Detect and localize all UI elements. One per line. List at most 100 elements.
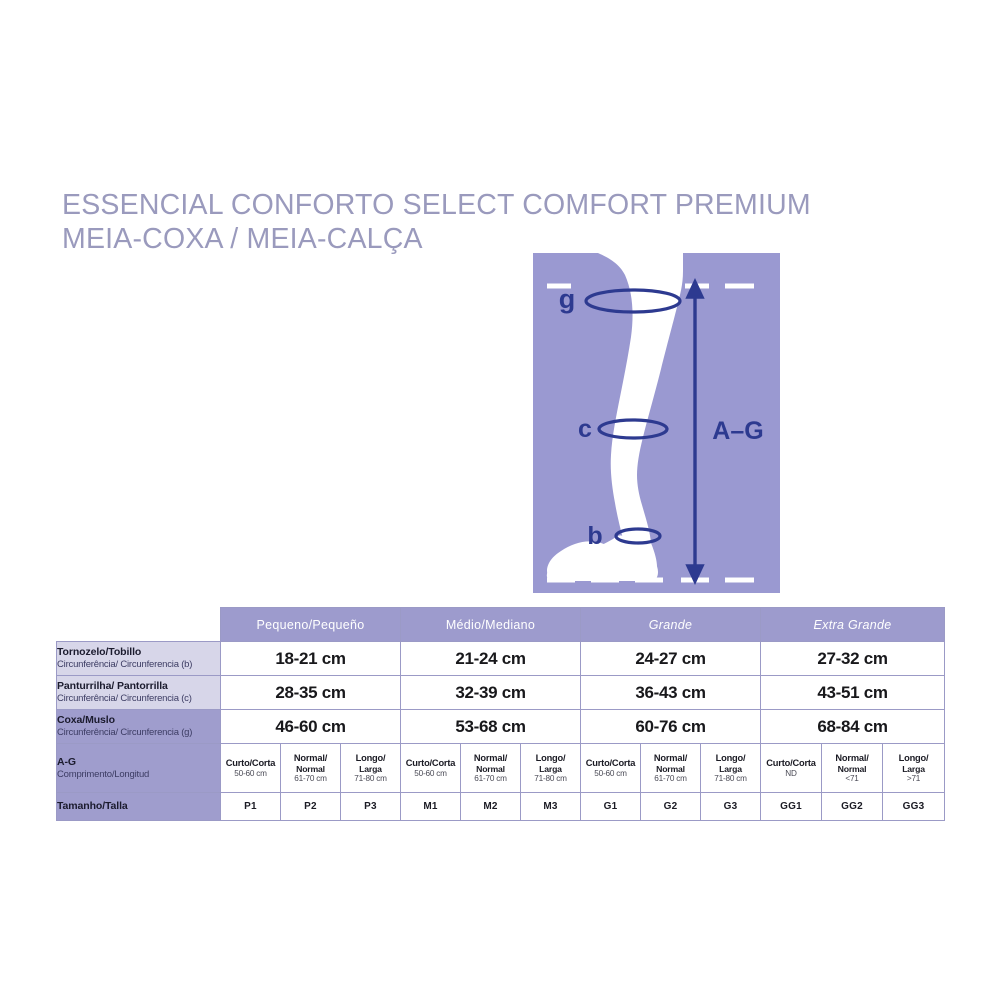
- cell-panturrilha-medio: 32-39 cm: [400, 675, 581, 710]
- cell-panturrilha-extra-grande: 43-51 cm: [760, 675, 946, 710]
- row-label-panturrilha-main: Panturrilha/ Pantorrilla: [57, 680, 168, 693]
- ankle-label: b: [587, 522, 602, 550]
- cell-length-12-line2: Larga: [902, 763, 925, 774]
- length-label: A–G: [712, 417, 763, 445]
- calf-measure-ring: [597, 418, 669, 440]
- row-label-tornozelo: Tornozelo/Tobillo Circunferência/ Circun…: [56, 641, 221, 676]
- cell-size-4: M1: [400, 792, 461, 821]
- cell-size-1: P1: [220, 792, 281, 821]
- row-label-length-sub: Comprimento/Longitud: [57, 768, 150, 780]
- ankle-measure-ring: [614, 527, 662, 545]
- cell-tornozelo-grande: 24-27 cm: [579, 641, 762, 676]
- cell-length-2: Normal/ Normal 61-70 cm: [280, 743, 341, 793]
- cell-size-12: GG3: [882, 792, 946, 821]
- cell-length-12: Longo/ Larga >71: [882, 743, 946, 793]
- calf-label: c: [578, 415, 592, 443]
- cell-length-7-line1: Curto/Corta: [585, 757, 636, 768]
- page-title-line-2: MEIA-COXA / MEIA-CALÇA: [62, 223, 423, 255]
- cell-panturrilha-pequeno: 28-35 cm: [220, 675, 401, 710]
- cell-length-9-line3: 71-80 cm: [714, 773, 747, 783]
- row-label-tornozelo-sub: Circunferência/ Circunferencia (b): [57, 659, 193, 671]
- cell-size-7: G1: [580, 792, 641, 821]
- table-header-row: Pequeno/Pequeño Médio/Mediano Grande Ext…: [56, 607, 946, 642]
- cell-size-5: M2: [460, 792, 521, 821]
- cell-length-11: Normal/ Normal <71: [821, 743, 884, 793]
- cell-length-9-line2: Larga: [719, 763, 742, 774]
- leg-silhouette: [546, 253, 683, 581]
- cell-coxa-extra-grande: 68-84 cm: [760, 709, 946, 744]
- cell-length-7: Curto/Corta 50-60 cm: [580, 743, 641, 793]
- cell-length-8-line1: Normal/: [653, 752, 688, 763]
- cell-length-9: Longo/ Larga 71-80 cm: [699, 743, 762, 793]
- cell-tornozelo-extra-grande: 27-32 cm: [760, 641, 946, 676]
- cell-length-7-line3: 50-60 cm: [594, 768, 627, 778]
- length-arrow: [685, 277, 705, 586]
- cell-length-1-line1: Curto/Corta: [225, 757, 276, 768]
- cell-length-4-line1: Curto/Corta: [405, 757, 456, 768]
- cell-length-11-line3: <71: [845, 773, 859, 783]
- row-label-coxa-main: Coxa/Muslo: [57, 714, 115, 727]
- cell-length-5-line2: Normal: [476, 763, 505, 774]
- cell-tornozelo-pequeno: 18-21 cm: [220, 641, 401, 676]
- cell-size-8: G2: [640, 792, 701, 821]
- column-header-grande: Grande: [579, 607, 762, 642]
- cell-length-3-line1: Longo/: [355, 752, 386, 763]
- cell-size-6: M3: [520, 792, 581, 821]
- cell-size-9: G3: [699, 792, 762, 821]
- table-row-size: Tamanho/Talla P1 P2 P3 M1 M2 M3 G1 G2 G3…: [56, 792, 946, 821]
- row-label-length-main: A-G: [57, 755, 76, 768]
- cell-length-3: Longo/ Larga 71-80 cm: [340, 743, 401, 793]
- cell-length-11-line2: Normal: [837, 763, 867, 774]
- cell-coxa-pequeno: 46-60 cm: [220, 709, 401, 744]
- page-title-line-1: ESSENCIAL CONFORTO SELECT COMFORT PREMIU…: [62, 189, 811, 221]
- cell-coxa-medio: 53-68 cm: [400, 709, 581, 744]
- cell-length-10-line1: Curto/Corta: [766, 757, 816, 768]
- cell-length-1: Curto/Corta 50-60 cm: [220, 743, 281, 793]
- cell-length-8-line3: 61-70 cm: [654, 773, 687, 783]
- row-label-coxa-sub: Circunferência/ Circunferencia (g): [57, 727, 193, 739]
- row-label-size-main: Tamanho/Talla: [57, 800, 128, 813]
- table-row-length: A-G Comprimento/Longitud Curto/Corta 50-…: [56, 743, 946, 793]
- cell-length-6-line2: Larga: [539, 763, 562, 774]
- row-label-panturrilha-sub: Circunferência/ Circunferencia (c): [57, 693, 192, 705]
- cell-size-11: GG2: [821, 792, 884, 821]
- cell-length-10-line3: ND: [785, 768, 797, 778]
- table-row-panturrilha: Panturrilha/ Pantorrilla Circunferência/…: [56, 675, 946, 710]
- column-header-pequeno: Pequeno/Pequeño: [220, 607, 401, 642]
- column-header-extra-grande: Extra Grande: [760, 607, 946, 642]
- row-label-coxa: Coxa/Muslo Circunferência/ Circunferenci…: [56, 709, 221, 744]
- cell-length-8-line2: Normal: [656, 763, 685, 774]
- cell-length-2-line2: Normal: [296, 763, 325, 774]
- cell-length-5: Normal/ Normal 61-70 cm: [460, 743, 521, 793]
- cell-length-11-line1: Normal/: [835, 752, 869, 763]
- row-label-length: A-G Comprimento/Longitud: [56, 743, 221, 793]
- cell-length-2-line1: Normal/: [293, 752, 328, 763]
- cell-length-2-line3: 61-70 cm: [294, 773, 327, 783]
- cell-size-10: GG1: [760, 792, 823, 821]
- cell-length-10: Curto/Corta ND: [760, 743, 823, 793]
- cell-length-12-line1: Longo/: [898, 752, 929, 763]
- row-label-tornozelo-main: Tornozelo/Tobillo: [57, 646, 142, 659]
- cell-length-3-line2: Larga: [359, 763, 382, 774]
- thigh-label: g: [559, 284, 576, 314]
- cell-length-1-line3: 50-60 cm: [234, 768, 267, 778]
- cell-length-12-line3: >71: [906, 773, 921, 783]
- cell-panturrilha-grande: 36-43 cm: [579, 675, 762, 710]
- row-label-size: Tamanho/Talla: [56, 792, 221, 821]
- page-title: ESSENCIAL CONFORTO SELECT COMFORT PREMIU…: [62, 188, 822, 256]
- size-chart-table: Pequeno/Pequeño Médio/Mediano Grande Ext…: [56, 607, 946, 821]
- cell-tornozelo-medio: 21-24 cm: [400, 641, 581, 676]
- cell-length-6: Longo/ Larga 71-80 cm: [520, 743, 581, 793]
- cell-length-3-line3: 71-80 cm: [354, 773, 387, 783]
- leg-measurement-diagram: g c b A–G: [533, 253, 780, 593]
- table-corner-blank: [56, 607, 221, 642]
- cell-size-3: P3: [340, 792, 401, 821]
- cell-length-4: Curto/Corta 50-60 cm: [400, 743, 461, 793]
- cell-length-6-line1: Longo/: [535, 752, 566, 763]
- table-row-tornozelo: Tornozelo/Tobillo Circunferência/ Circun…: [56, 641, 946, 676]
- row-label-panturrilha: Panturrilha/ Pantorrilla Circunferência/…: [56, 675, 221, 710]
- cell-length-6-line3: 71-80 cm: [534, 773, 567, 783]
- cell-length-9-line1: Longo/: [715, 752, 746, 763]
- cell-length-4-line3: 50-60 cm: [414, 768, 447, 778]
- table-row-coxa: Coxa/Muslo Circunferência/ Circunferenci…: [56, 709, 946, 744]
